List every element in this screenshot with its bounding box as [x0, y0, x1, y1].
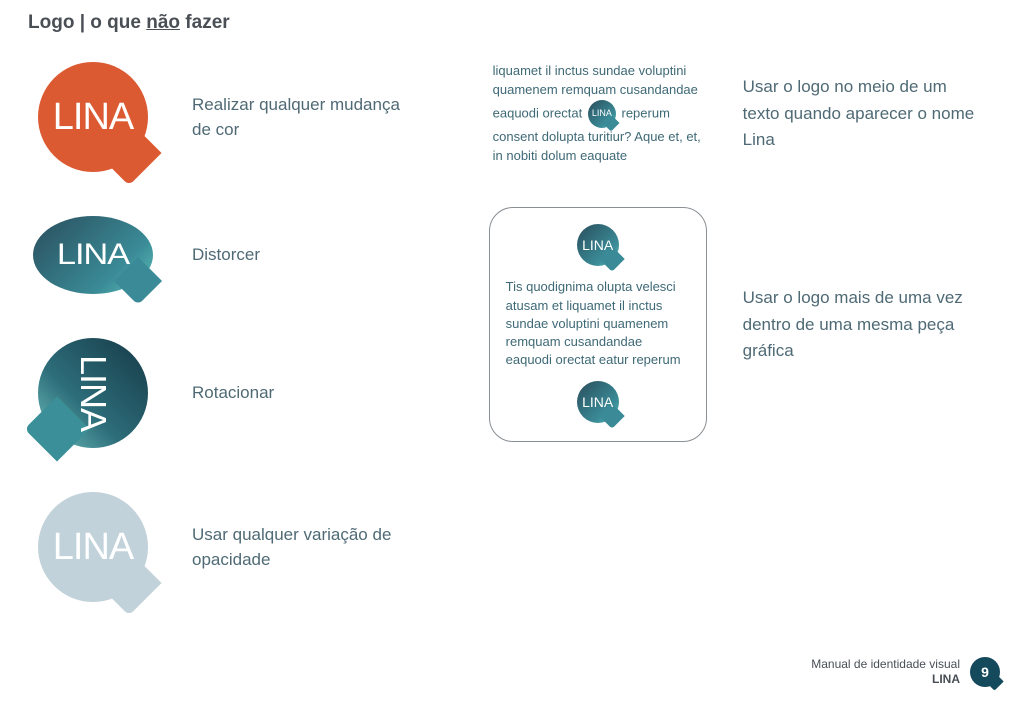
page-title: Logo | o que não fazer [28, 12, 996, 34]
lina-logo-rotated: LINA [38, 338, 148, 448]
rule-label: Usar qualquer variação de opacidade [192, 522, 422, 573]
lina-logo-orange: LINA [38, 62, 148, 172]
logo-text: LINA [24, 216, 162, 294]
lina-logo-distorted: LINA [33, 216, 153, 294]
logo-example-color: LINA [28, 62, 158, 172]
title-prefix: Logo | o que [28, 12, 146, 33]
right-column: liquamet il inctus sundae voluptini quam… [483, 62, 996, 602]
rule-distort: LINA Distorcer [28, 216, 443, 294]
rule-opacity: LINA Usar qualquer variação de opacidade [28, 492, 443, 602]
rule-color-change: LINA Realizar qualquer mudança de cor [28, 62, 443, 172]
footer-line1: Manual de identidade visual [811, 657, 960, 671]
inline-text-example: liquamet il inctus sundae voluptini quam… [483, 62, 713, 165]
logo-text: LINA [577, 381, 619, 423]
footer-brand: LINA [932, 672, 960, 686]
page-footer: Manual de identidade visual LINA 9 [811, 657, 1000, 687]
footer-text: Manual de identidade visual LINA [811, 657, 960, 687]
page-number: 9 [970, 657, 1000, 687]
logo-example-distort: LINA [28, 216, 158, 294]
rule-label: Usar o logo no meio de um texto quando a… [743, 74, 983, 153]
title-suffix: fazer [180, 12, 230, 33]
logo-text: LINA [588, 100, 616, 128]
logo-example-rotate: LINA [28, 338, 158, 448]
logo-text: LINA [38, 492, 148, 602]
rule-inline-text: liquamet il inctus sundae voluptini quam… [483, 62, 996, 165]
lina-logo-inline-icon: LINA [588, 100, 616, 128]
rule-multi-use: LINA Tis quodignima olupta velesci atusa… [483, 207, 996, 442]
multi-use-example: LINA Tis quodignima olupta velesci atusa… [483, 207, 713, 442]
logo-text: LINA [38, 62, 148, 172]
rule-label: Distorcer [192, 242, 260, 268]
placeholder-paragraph: liquamet il inctus sundae voluptini quam… [493, 62, 703, 165]
rule-rotate: LINA Rotacionar [28, 338, 443, 448]
page-number-badge: 9 [970, 657, 1000, 687]
logo-example-opacity: LINA [28, 492, 158, 602]
rule-label: Rotacionar [192, 380, 274, 406]
example-card: LINA Tis quodignima olupta velesci atusa… [489, 207, 707, 442]
lina-logo-card-top-icon: LINA [577, 224, 619, 266]
lina-logo-faded: LINA [38, 492, 148, 602]
card-placeholder-text: Tis quodignima olupta velesci atusam et … [506, 278, 690, 369]
logo-text: LINA [577, 224, 619, 266]
title-emphasis: não [146, 12, 180, 33]
content-grid: LINA Realizar qualquer mudança de cor LI… [28, 62, 996, 602]
logo-text: LINA [38, 338, 148, 448]
left-column: LINA Realizar qualquer mudança de cor LI… [28, 62, 443, 602]
rule-label: Usar o logo mais de uma vez dentro de um… [743, 285, 983, 364]
lina-logo-card-bottom-icon: LINA [577, 381, 619, 423]
rule-label: Realizar qualquer mudança de cor [192, 92, 422, 143]
